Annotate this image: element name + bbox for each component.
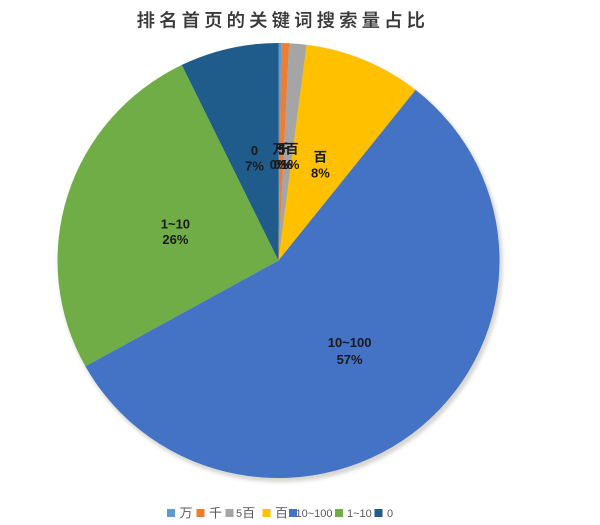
svg-text:1%: 1% xyxy=(281,157,300,172)
svg-text:57%: 57% xyxy=(337,352,363,367)
svg-text:7%: 7% xyxy=(245,159,264,174)
svg-text:0%: 0% xyxy=(270,157,289,172)
svg-text:10~100: 10~100 xyxy=(296,508,333,520)
svg-text:5: 5 xyxy=(236,508,242,520)
svg-text:0: 0 xyxy=(387,508,393,520)
svg-text:8%: 8% xyxy=(311,165,330,180)
svg-text:26%: 26% xyxy=(162,232,188,247)
svg-text:1~10: 1~10 xyxy=(347,508,372,520)
svg-text:10~100: 10~100 xyxy=(328,335,372,350)
svg-text:1~10: 1~10 xyxy=(161,217,190,232)
svg-text:0%: 0% xyxy=(274,157,293,172)
svg-text:0: 0 xyxy=(251,143,258,158)
svg-text:5: 5 xyxy=(278,142,285,157)
